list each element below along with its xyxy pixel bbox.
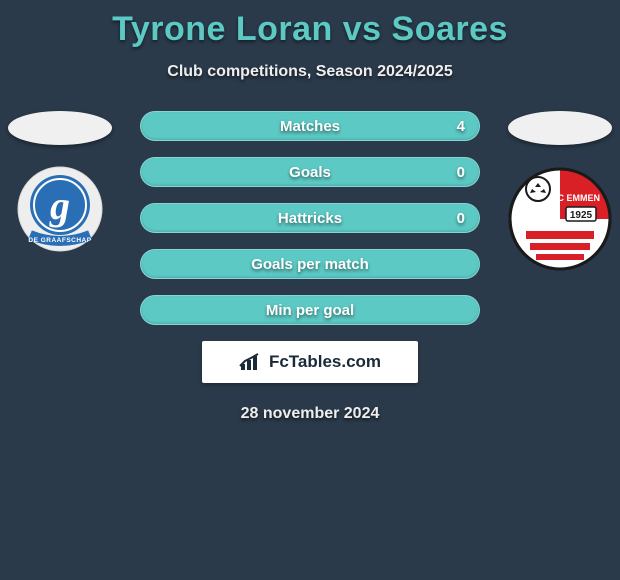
svg-text:DE GRAAFSCHAP: DE GRAAFSCHAP — [28, 237, 91, 244]
de-graafschap-badge-icon: g DE GRAAFSCHAP — [10, 165, 110, 265]
svg-text:g: g — [49, 183, 70, 228]
svg-text:FC EMMEN: FC EMMEN — [552, 193, 600, 203]
stat-label: Matches — [280, 118, 340, 135]
left-player-column: g DE GRAAFSCHAP — [8, 111, 112, 265]
stat-label: Hattricks — [278, 210, 342, 227]
stat-row-goals-per-match: Goals per match — [140, 249, 480, 279]
stat-right-value: 0 — [457, 164, 465, 181]
stat-row-matches: Matches 4 — [140, 111, 480, 141]
brand-box[interactable]: FcTables.com — [202, 341, 418, 383]
right-club-badge: FC EMMEN 1925 — [508, 165, 612, 277]
page-title: Tyrone Loran vs Soares — [0, 0, 620, 49]
bar-chart-icon — [239, 352, 265, 372]
fc-emmen-badge-icon: FC EMMEN 1925 — [508, 165, 612, 277]
stat-label: Goals — [289, 164, 331, 181]
left-club-badge: g DE GRAAFSCHAP — [8, 165, 112, 265]
stat-row-hattricks: Hattricks 0 — [140, 203, 480, 233]
subtitle: Club competitions, Season 2024/2025 — [0, 63, 620, 81]
stat-row-goals: Goals 0 — [140, 157, 480, 187]
right-player-avatar — [508, 111, 612, 145]
right-player-column: FC EMMEN 1925 — [508, 111, 612, 277]
stat-label: Min per goal — [266, 302, 354, 319]
stat-label: Goals per match — [251, 256, 369, 273]
main-area: g DE GRAAFSCHAP FC EMMEN — [0, 111, 620, 423]
stat-right-value: 4 — [457, 118, 465, 135]
svg-text:1925: 1925 — [570, 210, 593, 221]
stat-row-min-per-goal: Min per goal — [140, 295, 480, 325]
stats-table: Matches 4 Goals 0 Hattricks 0 Goals per … — [140, 111, 480, 325]
left-player-avatar — [8, 111, 112, 145]
brand-text: FcTables.com — [269, 352, 381, 372]
stat-right-value: 0 — [457, 210, 465, 227]
date: 28 november 2024 — [0, 405, 620, 423]
